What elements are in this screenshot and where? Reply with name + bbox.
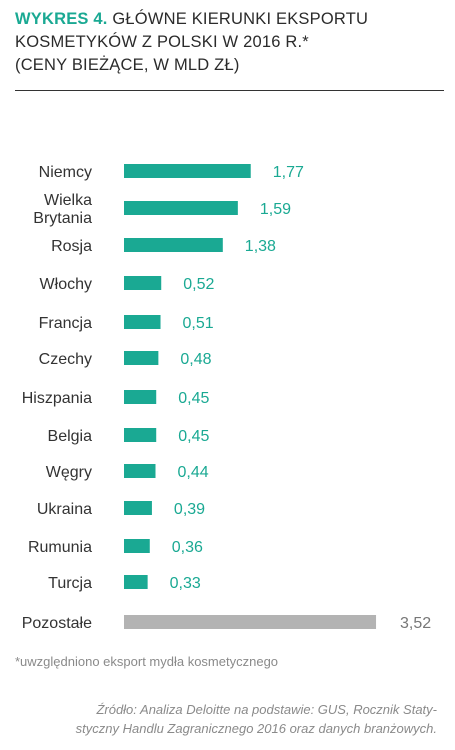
value-label: 0,51 [183,315,214,332]
value-label: 0,48 [180,351,211,368]
value-label: 0,45 [178,428,209,445]
category-label: Belgia [48,428,93,445]
value-label: 0,39 [174,501,205,518]
source-note: Źródło: Analiza Deloitte na podstawie: G… [17,700,437,738]
value-label: 0,36 [172,539,203,556]
category-label: Ukraina [37,501,92,518]
value-label: 1,59 [260,201,291,218]
bar [124,501,152,515]
value-label: 3,52 [400,615,431,632]
value-label: 0,33 [170,575,201,592]
value-label: 0,44 [178,464,209,481]
bar [124,351,159,365]
title-line-1: WYKRES 4. GŁÓWNE KIERUNKI EKSPORTU [15,8,445,31]
bar [124,238,223,252]
title-divider [15,90,444,91]
category-label: Francja [39,315,92,332]
category-label: Turcja [48,575,92,592]
footnote: *uwzględniono eksport mydła kosmetyczneg… [15,654,279,669]
category-label: Hiszpania [22,390,92,407]
value-label: 1,38 [245,238,276,255]
bar [124,201,238,215]
source-line-2: styczny Handlu Zagranicznego 2016 oraz d… [75,721,437,736]
category-label: Czechy [39,351,92,368]
bar [124,428,157,442]
value-label: 0,52 [183,276,214,293]
figure-label: WYKRES 4. [15,10,108,28]
category-label: Węgry [46,464,92,481]
category-label: Brytania [33,210,92,227]
value-label: 0,45 [178,390,209,407]
bar [124,390,157,404]
category-label: Wielka [44,192,92,209]
bar [124,539,150,553]
chart-title: WYKRES 4. GŁÓWNE KIERUNKI EKSPORTU KOSME… [15,8,445,77]
title-line-2: KOSMETYKÓW Z POLSKI W 2016 R.* [15,33,309,51]
bar [124,464,156,478]
category-label: Pozostałe [22,615,92,632]
value-label: 1,77 [273,164,304,181]
bar [124,276,162,290]
category-label: Włochy [40,276,92,293]
category-label: Rumunia [28,539,92,556]
title-line-3: (CENY BIEŻĄCE, W MLD ZŁ) [15,56,240,74]
category-label: Rosja [51,238,92,255]
category-label: Niemcy [39,164,92,181]
bar [124,575,148,589]
bar [124,164,251,178]
source-line-1: Źródło: Analiza Deloitte na podstawie: G… [96,702,437,717]
title-text-1: GŁÓWNE KIERUNKI EKSPORTU [112,10,369,28]
bar [124,315,161,329]
bar [124,615,377,629]
